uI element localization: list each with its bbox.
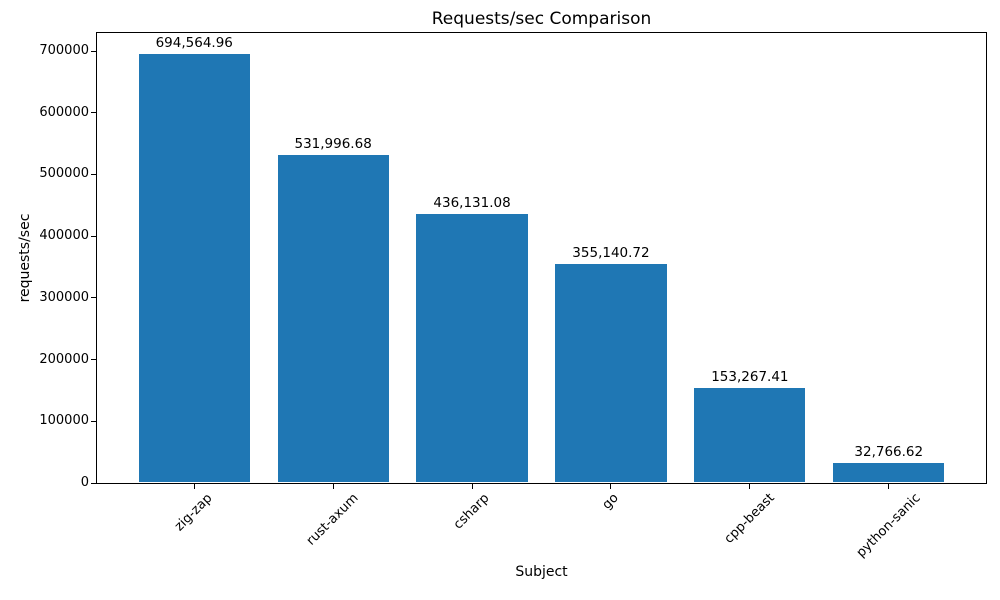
y-tick-label: 200000 (39, 351, 89, 367)
y-tick-mark (91, 173, 96, 175)
bar-go (555, 263, 667, 482)
bar-value-label: 694,564.96 (155, 35, 233, 52)
x-tick-label-csharp: csharp (450, 490, 493, 533)
x-tick-mark (610, 484, 612, 489)
y-tick-mark (91, 482, 96, 484)
bar-cpp-beast (694, 388, 806, 482)
bar-zig-zap (138, 54, 250, 482)
y-tick-mark (91, 420, 96, 422)
bar-rust-axum (277, 154, 389, 482)
x-tick-mark (471, 484, 473, 489)
x-tick-mark (749, 484, 751, 489)
x-tick-label-zig-zap: zig-zap (172, 490, 216, 534)
y-tick-label: 400000 (39, 228, 89, 244)
x-tick-label-rust-axum: rust-axum (303, 490, 362, 549)
bar-value-label: 153,267.41 (711, 369, 789, 386)
chart-title: Requests/sec Comparison (431, 9, 652, 29)
y-tick-label: 100000 (39, 413, 89, 429)
x-tick-label-python-sanic: python-sanic (853, 490, 924, 561)
y-tick-label: 0 (80, 475, 89, 490)
y-tick-label: 300000 (39, 289, 89, 305)
bar-value-label: 436,131.08 (433, 194, 511, 211)
y-tick-mark (91, 112, 96, 114)
bar-value-label: 531,996.68 (294, 135, 372, 152)
bar-python-sanic (833, 462, 945, 482)
y-tick-mark (91, 235, 96, 237)
x-axis-label: Subject (515, 564, 568, 580)
x-tick-mark (193, 484, 195, 489)
y-axis-label: requests/sec (17, 213, 33, 303)
y-tick-label: 500000 (39, 166, 89, 182)
bar-value-label: 355,140.72 (572, 244, 650, 261)
y-tick-mark (91, 50, 96, 52)
bar-csharp (416, 213, 528, 482)
y-tick-mark (91, 297, 96, 299)
x-tick-label-cpp-beast: cpp-beast (721, 490, 778, 547)
x-tick-mark (888, 484, 890, 489)
bar-value-label: 32,766.62 (854, 443, 924, 460)
y-tick-label: 700000 (39, 43, 89, 59)
y-tick-mark (91, 359, 96, 361)
x-tick-mark (332, 484, 334, 489)
y-tick-label: 600000 (39, 104, 89, 120)
x-tick-label-go: go (599, 490, 622, 513)
